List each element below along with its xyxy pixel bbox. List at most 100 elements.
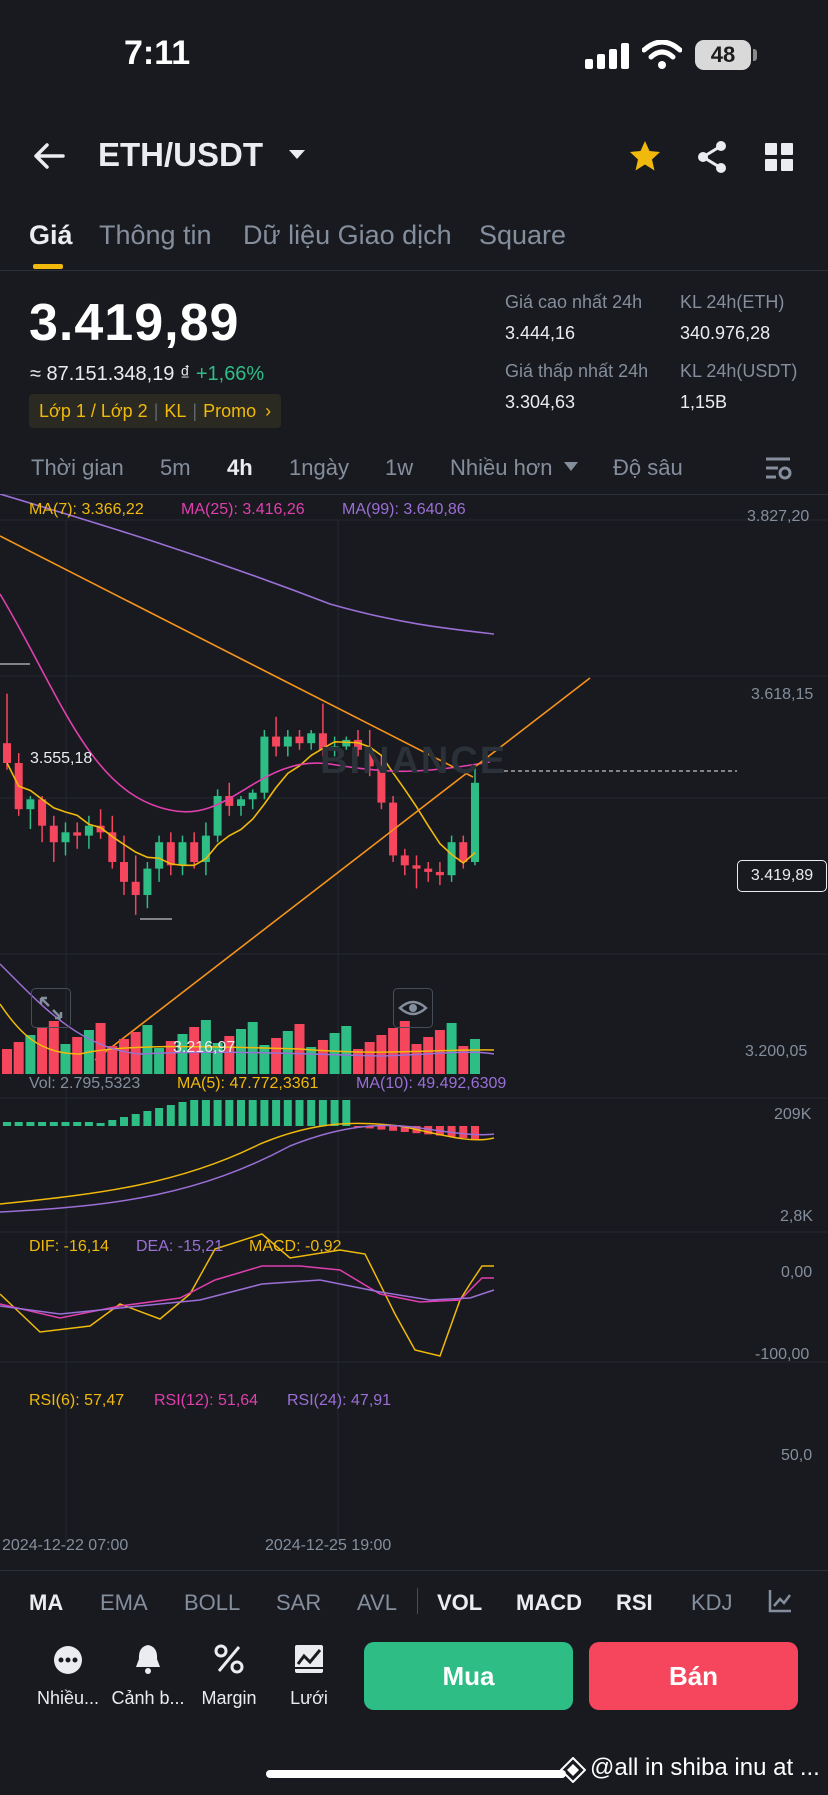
volume-bar [364,1042,375,1074]
candle-body [84,825,93,836]
volume-bar [212,1043,223,1074]
interval-time[interactable]: Thời gian [31,455,124,480]
volume-bar [95,1023,106,1074]
caret-down-icon[interactable] [288,149,306,161]
indicator-rsi[interactable]: RSI [616,1590,653,1615]
price-change: +1,66% [195,363,265,385]
macd-y-bottom: -100,00 [755,1346,810,1363]
macd-bar [84,1122,93,1126]
macd-bar [213,1100,222,1126]
volume-bar [48,1021,59,1074]
candle-body [73,832,82,836]
tag-promo[interactable]: Promo [203,401,257,421]
indicator-vol[interactable]: VOL [437,1590,483,1615]
chart-area[interactable] [0,494,828,1570]
interval-depth[interactable]: Độ sâu [613,455,683,480]
indicator-kdj[interactable]: KDJ [691,1590,733,1615]
pair-title[interactable]: ETH/USDT [98,136,263,173]
back-arrow-icon[interactable] [33,141,65,171]
grid-label[interactable]: Lưới [290,1688,328,1708]
volume-bar [142,1025,153,1074]
macd-bar [377,1126,386,1130]
candle-body [283,736,292,747]
macd-bar [400,1126,409,1132]
macd-bar [272,1100,281,1126]
volume-bar [2,1049,12,1074]
caret-down-icon[interactable] [563,461,579,473]
volume-bar [329,1033,340,1074]
volume-bar [458,1046,469,1074]
interval-1day[interactable]: 1ngày [289,455,349,480]
candle-body [471,782,479,863]
more-icon[interactable] [53,1645,83,1675]
more-label[interactable]: Nhiều... [36,1688,100,1708]
low-24h-value: 3.304,63 [505,392,576,412]
indicator-ema[interactable]: EMA [100,1590,148,1615]
volume-bar [446,1023,457,1074]
sell-button[interactable]: Bán [589,1642,798,1710]
interval-more[interactable]: Nhiều hơn [450,455,553,480]
macd-bar [459,1126,468,1138]
indicator-ma[interactable]: MA [29,1590,64,1615]
volume-bar [399,1021,410,1074]
x-axis-label-1: 2024-12-22 07:00 [2,1537,129,1554]
volume-bar [388,1028,399,1074]
tab-price[interactable]: Giá [29,220,73,250]
indicator-sar[interactable]: SAR [276,1590,322,1615]
volume-bar [470,1039,480,1074]
low-24h-label: Giá thấp nhất 24h [505,361,649,381]
macd-bar [342,1100,351,1126]
ma25-label: MA(25): 3.416,26 [181,501,305,518]
buy-button[interactable]: Mua [364,1642,573,1710]
indicator-macd[interactable]: MACD [516,1590,582,1615]
eye-icon[interactable] [393,988,433,1028]
interval-1w[interactable]: 1w [385,455,414,480]
volume-bar [37,1028,48,1074]
margin-percent-icon[interactable] [214,1644,244,1674]
bell-icon[interactable] [133,1643,163,1675]
tab-square[interactable]: Square [479,220,567,250]
share-icon[interactable] [696,140,728,174]
macd-bar [26,1122,35,1126]
status-time: 7:11 [124,34,191,72]
grid-menu-icon[interactable] [764,142,794,172]
rsi24-line [0,1279,495,1315]
tag-kl[interactable]: KL [164,401,187,421]
ma25-line [0,593,491,813]
alert-label[interactable]: Cảnh b... [111,1688,185,1708]
macd-bar [424,1126,433,1135]
high-24h-label: Giá cao nhất 24h [505,292,643,312]
volume-bar [13,1042,24,1074]
chart-settings-icon[interactable] [764,455,792,483]
macd-bar [166,1105,175,1126]
indicator-settings-icon[interactable] [767,1588,793,1614]
expand-icon[interactable] [31,988,71,1028]
macd-bar [318,1100,327,1126]
macd-dea-label: DEA: -15,21 [136,1238,224,1255]
candle-body [342,739,351,747]
macd-bar [178,1102,187,1126]
macd-bar [389,1126,398,1131]
indicator-boll[interactable]: BOLL [184,1590,241,1615]
tab-trading-data[interactable]: Dữ liệu Giao dịch [243,220,452,250]
volume-bar [341,1026,352,1074]
tag-badge[interactable]: Lớp 1 / Lớp 2 | KL | Promo › [29,394,282,428]
candle-body [459,842,468,863]
tag-layer[interactable]: Lớp 1 / Lớp 2 [39,401,148,421]
volume-bar [306,1047,317,1074]
interval-5m[interactable]: 5m [160,455,191,480]
vol-usdt-value: 1,15B [680,392,728,412]
vol-ma5-label: MA(5): 47.772,3361 [177,1075,319,1092]
tab-info[interactable]: Thông tin [99,220,212,250]
interval-4h[interactable]: 4h [227,455,253,480]
candle-body [3,743,11,764]
volume-bar [119,1039,129,1074]
indicator-avl[interactable]: AVL [357,1590,397,1615]
favorite-star-icon[interactable] [628,139,662,173]
grid-bot-icon[interactable] [294,1644,324,1674]
candle-body [447,842,456,876]
diamond-icon [560,1757,586,1783]
margin-label[interactable]: Margin [201,1688,257,1708]
macd-bar [131,1114,140,1126]
volume-bar [189,1027,200,1074]
